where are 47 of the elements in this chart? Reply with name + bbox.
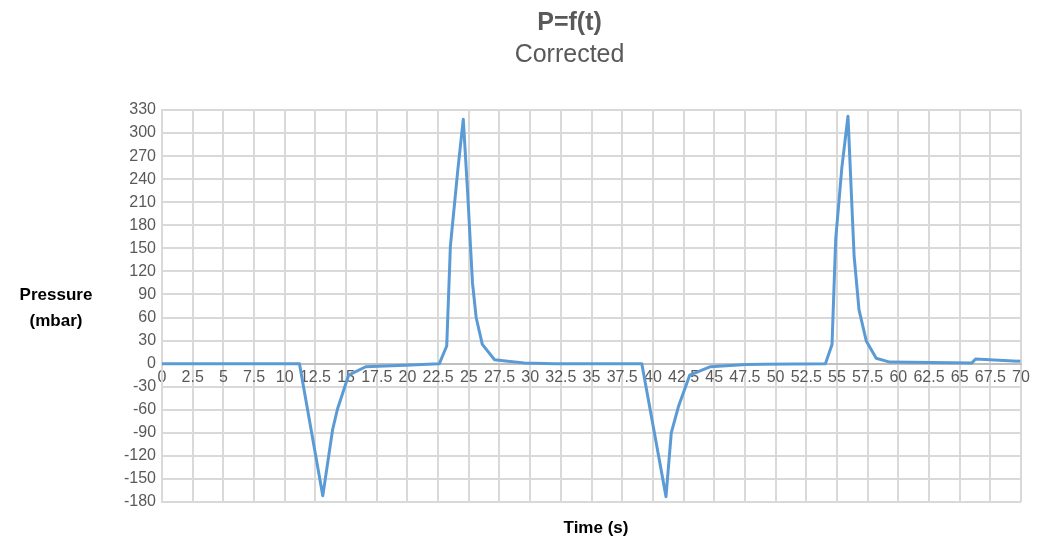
chart-subtitle: Corrected [514,38,625,67]
y-tick-label: 180 [129,215,157,233]
x-tick-label: 17.5 [361,367,393,385]
y-tick-label: 330 [129,100,157,118]
x-tick-label: 37.5 [606,367,638,385]
y-tick-label: -150 [123,469,157,487]
y-tick-label: -180 [123,492,157,510]
x-tick-label: 22.5 [422,367,454,385]
x-tick-label: 67.5 [974,367,1006,385]
x-tick-label: 10 [275,367,294,385]
x-tick-label: 20 [398,367,417,385]
x-tick-label: 47.5 [729,367,761,385]
y-tick-label: -30 [132,377,157,395]
y-tick-label: 300 [129,123,157,141]
y-tick-label: 30 [138,330,157,348]
x-tick-label: 50 [766,367,785,385]
x-tick-label: 60 [889,367,908,385]
x-tick-label: 65 [950,367,969,385]
y-tick-label: 150 [129,238,157,256]
x-tick-label: 57.5 [852,367,884,385]
x-tick-label: 35 [582,367,601,385]
x-tick-label: 32.5 [545,367,577,385]
x-tick-label: 45 [705,367,724,385]
y-tick-label: 210 [129,192,157,210]
y-tick-label: 240 [129,169,157,187]
x-tick-label: 7.5 [242,367,266,385]
x-axis-title: Time (s) [562,518,630,538]
x-tick-label: 5 [218,367,228,385]
x-tick-label: 40 [643,367,662,385]
y-tick-label: -120 [123,446,157,464]
x-tick-label: 70 [1012,367,1030,385]
y-tick-label: 0 [147,354,157,372]
y-tick-label: 60 [138,307,157,325]
y-tick-label: 90 [138,284,157,302]
y-tick-label: -90 [132,423,157,441]
x-tick-label: 25 [459,367,478,385]
y-tick-label: -60 [132,400,157,418]
x-tick-label: 62.5 [913,367,945,385]
y-tick-label: 120 [129,261,157,279]
y-axis-title: Pressure (mbar) [18,284,94,332]
x-tick-label: 55 [828,367,846,385]
chart-title: P=f(t) [537,6,602,35]
x-tick-label: 2.5 [181,367,204,385]
x-tick-label: 30 [521,367,540,385]
y-tick-label: 270 [129,146,157,164]
x-tick-label: 27.5 [483,367,516,385]
x-tick-label: 52.5 [790,367,822,385]
